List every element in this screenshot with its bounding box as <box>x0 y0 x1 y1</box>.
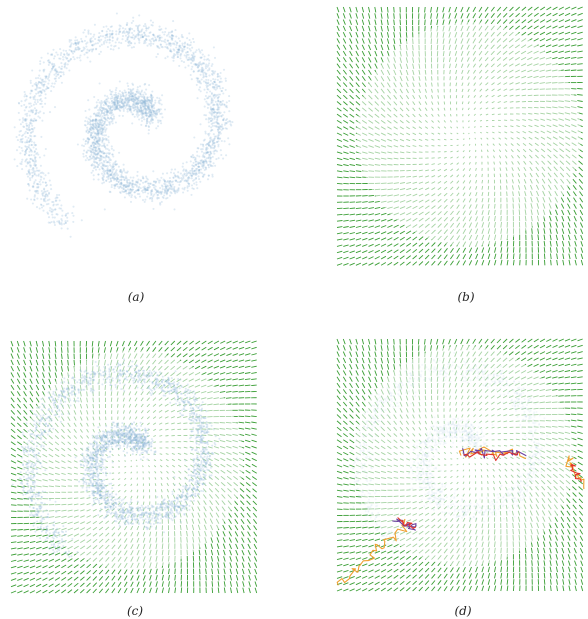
trajectory-5 <box>570 463 582 483</box>
trajectory-6 <box>336 518 408 586</box>
caption-a: (a) <box>127 290 145 304</box>
sample-points <box>339 351 555 553</box>
caption-c: (c) <box>126 604 144 618</box>
caption-d: (d) <box>454 604 472 618</box>
sample-points <box>13 12 234 238</box>
score-field-with-samples-plot <box>10 340 258 594</box>
trajectory-2 <box>462 447 527 459</box>
score-field-plot <box>336 6 584 266</box>
data-region-mask <box>357 22 581 246</box>
data-region-mask <box>354 346 574 566</box>
trajectory-3 <box>463 451 520 462</box>
sample-points <box>11 358 221 558</box>
score-field-with-trajectories-plot <box>336 338 585 592</box>
panel-b <box>334 4 588 266</box>
data-region-mask <box>23 350 243 570</box>
panel-c <box>8 338 262 596</box>
spiral-scatter-plot <box>13 12 234 238</box>
trajectory-8 <box>397 517 417 529</box>
panel-a <box>0 0 270 270</box>
caption-b: (b) <box>457 290 475 304</box>
panel-d <box>334 336 588 594</box>
